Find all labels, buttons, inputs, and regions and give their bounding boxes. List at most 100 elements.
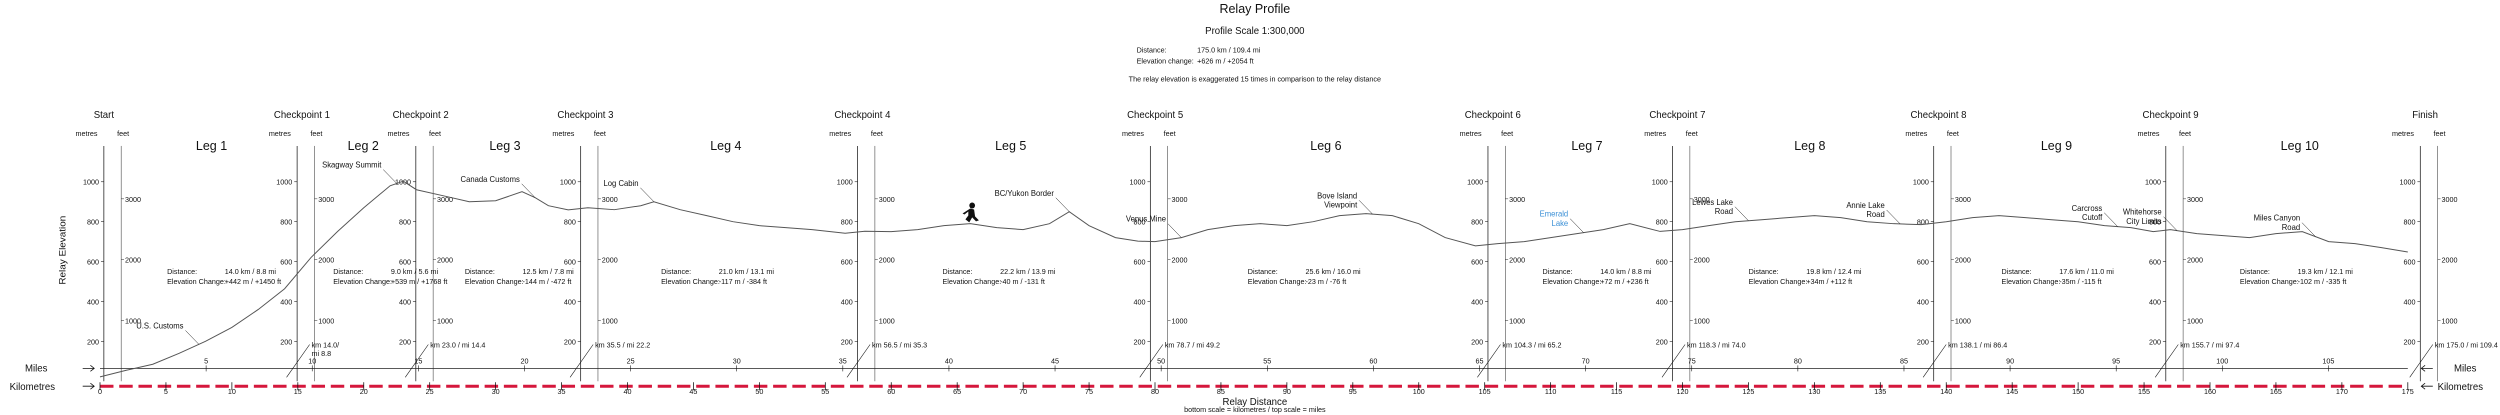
arrow-right-icon bbox=[82, 365, 95, 372]
metre-tick-label: 400 bbox=[841, 297, 853, 306]
leg-elevation-label: Elevation Change: bbox=[942, 277, 1001, 286]
metre-tick-label: 1000 bbox=[2145, 178, 2161, 187]
mile-tick-label: 95 bbox=[2112, 356, 2120, 365]
feet-unit-label: feet bbox=[871, 129, 883, 138]
leg-distance-label: Distance: bbox=[1248, 267, 1278, 276]
summary-elevation-value: +626 m / +2054 ft bbox=[1197, 56, 1253, 65]
metre-tick-label: 200 bbox=[564, 337, 576, 346]
feet-tick-label: 1000 bbox=[602, 316, 618, 325]
runner-icon bbox=[962, 202, 979, 223]
checkpoint-label: Checkpoint 3 bbox=[557, 110, 613, 121]
leg-distance-label: Distance: bbox=[2240, 267, 2270, 276]
mile-tick-label: 65 bbox=[1476, 356, 1484, 365]
feet-tick-label: 3000 bbox=[318, 195, 334, 204]
leg-distance-value: 22.2 km / 13.9 mi bbox=[1000, 267, 1056, 276]
metre-tick-label: 1000 bbox=[1913, 178, 1929, 187]
leg-distance-value: 17.6 km / 11.0 mi bbox=[2059, 267, 2114, 276]
metre-tick-label: 600 bbox=[1471, 257, 1483, 266]
feet-unit-label: feet bbox=[2434, 129, 2446, 138]
metre-tick-label: 600 bbox=[1134, 257, 1146, 266]
feet-unit-label: feet bbox=[2179, 129, 2191, 138]
metre-tick-label: 800 bbox=[1471, 218, 1483, 227]
km-tick-label: 25 bbox=[426, 387, 434, 396]
metre-tick-label: 600 bbox=[399, 257, 411, 266]
metre-tick-label: 400 bbox=[399, 297, 411, 306]
feet-tick-label: 3000 bbox=[1509, 195, 1525, 204]
km-tick-label: 120 bbox=[1676, 387, 1688, 396]
checkpoint-label: Checkpoint 9 bbox=[2143, 110, 2199, 121]
feet-unit-label: feet bbox=[1501, 129, 1513, 138]
mile-tick-label: 50 bbox=[1157, 356, 1165, 365]
feet-unit-label: feet bbox=[594, 129, 606, 138]
km-tick-label: 85 bbox=[1217, 387, 1225, 396]
metre-tick-label: 800 bbox=[564, 218, 576, 227]
leg-distance-label: Distance: bbox=[1749, 267, 1779, 276]
metre-tick-label: 200 bbox=[1134, 337, 1146, 346]
km-tick-label: 160 bbox=[2204, 387, 2216, 396]
km-tick-label: 20 bbox=[360, 387, 368, 396]
feet-tick-label: 3000 bbox=[2441, 195, 2457, 204]
leg-distance-value: 21.0 km / 13.1 mi bbox=[719, 267, 775, 276]
leg-distance-value: 9.0 km / 5.6 mi bbox=[391, 267, 439, 276]
leg-elevation-value: +539 m / +1768 ft bbox=[391, 277, 447, 286]
feet-tick-label: 2000 bbox=[879, 256, 895, 265]
mile-tick-label: 105 bbox=[2322, 356, 2334, 365]
checkpoint-distance-marker: km 35.5 / mi 22.2 bbox=[595, 340, 650, 349]
leg-name: Leg 8 bbox=[1794, 139, 1825, 153]
metre-tick-label: 600 bbox=[2403, 257, 2415, 266]
metre-tick-label: 1000 bbox=[83, 178, 99, 187]
leg-elevation-label: Elevation Change: bbox=[1749, 277, 1808, 286]
leg-elevation-value: -102 m / -335 ft bbox=[2298, 277, 2347, 286]
leg-elevation-value: +34m / +112 ft bbox=[1806, 277, 1852, 286]
metre-tick-label: 1000 bbox=[276, 178, 292, 187]
feet-tick-label: 2000 bbox=[1172, 256, 1188, 265]
km-tick-label: 65 bbox=[953, 387, 961, 396]
metre-tick-label: 800 bbox=[399, 218, 411, 227]
landmark-label: Venus Mine bbox=[1126, 215, 1166, 224]
km-tick-label: 115 bbox=[1611, 387, 1622, 396]
leg-distance-label: Distance: bbox=[1543, 267, 1573, 276]
metre-tick-label: 400 bbox=[87, 297, 99, 306]
feet-tick-label: 1000 bbox=[1955, 316, 1971, 325]
feet-tick-label: 3000 bbox=[125, 195, 141, 204]
feet-tick-label: 1000 bbox=[437, 316, 453, 325]
landmark-leader bbox=[2104, 212, 2118, 227]
leg-elevation-label: Elevation Change: bbox=[1248, 277, 1307, 286]
feet-tick-label: 2000 bbox=[2441, 256, 2457, 265]
mile-tick-label: 10 bbox=[308, 356, 316, 365]
leg-distance-label: Distance: bbox=[333, 267, 363, 276]
metres-unit-label: metres bbox=[269, 129, 291, 138]
leg-distance-label: Distance: bbox=[661, 267, 691, 276]
landmark-leader bbox=[640, 187, 655, 202]
feet-unit-label: feet bbox=[310, 129, 322, 138]
km-tick-label: 10 bbox=[228, 387, 236, 396]
metre-tick-label: 600 bbox=[1917, 257, 1929, 266]
leg-distance-label: Distance: bbox=[2002, 267, 2032, 276]
leg-elevation-label: Elevation Change: bbox=[2240, 277, 2299, 286]
profile-layer bbox=[99, 180, 2408, 378]
leg-elevation-value: -35m / -115 ft bbox=[2059, 277, 2101, 286]
mile-tick-label: 60 bbox=[1369, 356, 1377, 365]
metre-tick-label: 1000 bbox=[1130, 178, 1146, 187]
chart-title: Relay Profile bbox=[1219, 2, 1290, 16]
leg-name: Leg 1 bbox=[196, 139, 227, 153]
checkpoint-label: Checkpoint 5 bbox=[1127, 110, 1184, 121]
landmark-label: Carcross Cutoff bbox=[2072, 204, 2104, 222]
labels-layer: Start Checkpoint 1 km 14.0/mi 8.8 Checkpoin… bbox=[94, 110, 2498, 378]
leg-distance-label: Distance: bbox=[942, 267, 972, 276]
feet-tick-label: 2000 bbox=[1955, 256, 1971, 265]
km-tick-label: 30 bbox=[492, 387, 500, 396]
checkpoint-distance-marker: km 56.5 / mi 35.3 bbox=[872, 340, 927, 349]
metre-tick-label: 200 bbox=[1656, 337, 1668, 346]
km-tick-label: 70 bbox=[1019, 387, 1027, 396]
axes-layer: 200 400 600 800 1000 1000 2000 3000 metres feet 20… bbox=[76, 129, 2458, 396]
mile-tick-label: 15 bbox=[414, 356, 422, 365]
feet-tick-label: 2000 bbox=[125, 256, 141, 265]
mile-tick-label: 40 bbox=[945, 356, 953, 365]
metre-tick-label: 200 bbox=[841, 337, 853, 346]
feet-tick-label: 1000 bbox=[2441, 316, 2457, 325]
feet-tick-label: 1000 bbox=[2187, 316, 2203, 325]
km-tick-label: 100 bbox=[1413, 387, 1425, 396]
metre-tick-label: 400 bbox=[1134, 297, 1146, 306]
